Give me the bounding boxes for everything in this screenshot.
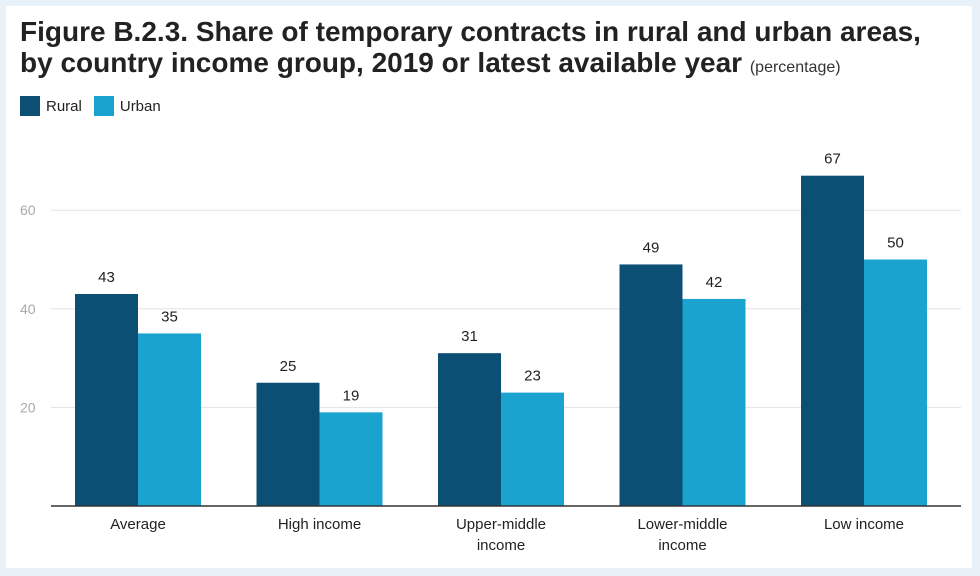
- x-tick-label: Low income: [824, 516, 904, 533]
- x-tick-label: income: [658, 537, 706, 554]
- y-tick-label: 40: [20, 301, 36, 317]
- bar-urban: [319, 412, 383, 506]
- bar-urban: [138, 333, 201, 506]
- data-label: 23: [524, 368, 541, 385]
- bar-rural: [619, 264, 683, 506]
- legend-item-urban: Urban: [93, 96, 161, 116]
- legend-swatch-urban: [93, 96, 114, 116]
- x-tick-label: income: [477, 537, 525, 554]
- legend-swatch-rural: [20, 96, 40, 116]
- legend-label-urban: Urban: [119, 97, 161, 115]
- chart-title: Figure B.2.3. Share of temporary contrac…: [20, 16, 960, 83]
- chart-title-line-1: Figure B.2.3. Share of temporary contrac…: [20, 16, 921, 47]
- bar-rural: [801, 175, 864, 506]
- x-tick-label: Upper-middle: [456, 516, 546, 533]
- bar-urban: [682, 298, 746, 506]
- bar-rural: [438, 353, 501, 506]
- data-label: 19: [343, 387, 360, 404]
- data-label: 25: [280, 358, 297, 375]
- y-tick-label: 20: [20, 399, 36, 415]
- bar-urban: [501, 392, 564, 506]
- y-tick-label: 60: [20, 202, 36, 218]
- legend-item-rural: Rural: [20, 96, 82, 116]
- data-label: 67: [824, 151, 841, 168]
- data-label: 35: [161, 308, 178, 325]
- x-tick-label: Lower-middle: [637, 516, 727, 533]
- bar-rural: [75, 294, 138, 506]
- x-tick-label: High income: [278, 516, 361, 533]
- x-tick-label: Average: [110, 516, 166, 533]
- chart-card: Figure B.2.3. Share of temporary contrac…: [6, 6, 972, 568]
- chart-subtitle: (percentage): [749, 59, 841, 76]
- bar-urban: [864, 259, 927, 506]
- legend-label-rural: Rural: [46, 97, 82, 115]
- data-label: 49: [643, 239, 660, 256]
- data-label: 50: [887, 235, 904, 252]
- chart-title-line-2: by country income group, 2019 or latest …: [20, 47, 743, 78]
- data-label: 42: [706, 274, 723, 291]
- bar-chart-plot: 20 40 60 43 35 Average 25 19 High income 31 23 Uppe…: [20, 151, 961, 554]
- data-label: 43: [98, 269, 115, 286]
- bar-rural: [256, 382, 320, 506]
- data-label: 31: [461, 328, 478, 345]
- chart-legend: Rural Urban: [20, 96, 173, 116]
